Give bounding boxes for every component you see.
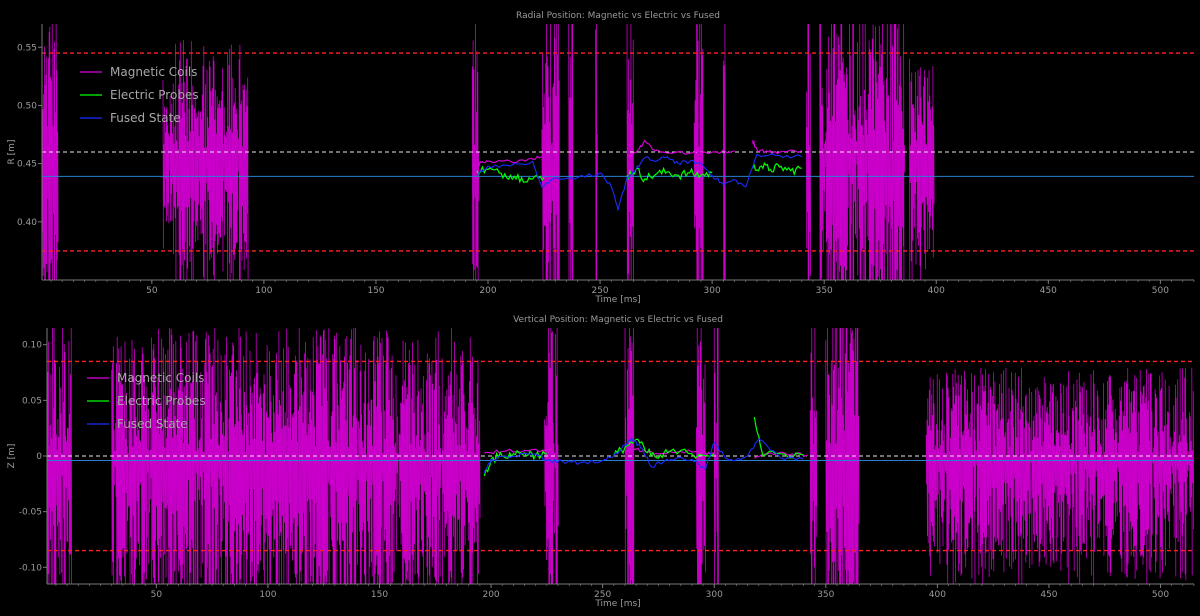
vertical-x-axis-label: Time [ms] bbox=[594, 599, 640, 609]
vertical-legend: Magnetic Coils Electric Probes Fused Sta… bbox=[87, 371, 206, 431]
x-tick-label-250: 250 bbox=[591, 286, 608, 296]
vertical-y-axis-label: Z [m] bbox=[7, 444, 17, 469]
x-tick-label-150: 150 bbox=[367, 286, 384, 296]
electric-series-segment-1 bbox=[613, 438, 715, 459]
vertical-plot-area: 50 100 150 200 250 300 350 400 450 500 0.10 0.05 0 -0… bbox=[19, 328, 1195, 600]
y-tick-label: 0.10 bbox=[22, 341, 42, 351]
y-tick-label: 0.40 bbox=[17, 218, 37, 228]
y-tick-label: 0.55 bbox=[17, 43, 37, 53]
legend-label-fused: Fused State bbox=[117, 417, 188, 431]
magnetic-series bbox=[476, 139, 803, 167]
fused-series-segment-0 bbox=[483, 436, 804, 473]
legend-label-fused: Fused State bbox=[110, 111, 181, 125]
electric-series-segment-0 bbox=[476, 165, 545, 184]
radial-x-axis-label: Time [ms] bbox=[594, 295, 640, 305]
x-tick-label-50: 50 bbox=[146, 286, 158, 296]
x-tick-label-200: 200 bbox=[479, 286, 496, 296]
y-tick-label: 0.50 bbox=[17, 101, 37, 111]
x-tick-label-150: 150 bbox=[371, 590, 388, 600]
y-tick-label: -0.10 bbox=[19, 563, 43, 573]
radial-legend: Magnetic Coils Electric Probes Fused Sta… bbox=[80, 65, 199, 125]
y-tick-label: 0.45 bbox=[17, 160, 37, 170]
vertical-chart-title: Vertical Position: Magnetic vs Electric … bbox=[513, 315, 723, 325]
x-tick-label-100: 100 bbox=[259, 590, 276, 600]
y-tick-label: -0.05 bbox=[19, 508, 42, 518]
y-tick-label: 0.05 bbox=[22, 396, 42, 406]
x-tick-label-400: 400 bbox=[929, 590, 946, 600]
electric-series-segment-2 bbox=[751, 161, 802, 176]
magnetic-series-segment-1 bbox=[624, 447, 715, 456]
x-tick-label-500: 500 bbox=[1152, 590, 1169, 600]
x-tick-label-100: 100 bbox=[255, 286, 272, 296]
x-tick-label-250: 250 bbox=[594, 590, 611, 600]
x-tick-label-200: 200 bbox=[482, 590, 499, 600]
x-tick-label-300: 300 bbox=[706, 590, 723, 600]
plot-content bbox=[47, 328, 1194, 584]
plot-content bbox=[42, 24, 1194, 280]
fused-series bbox=[483, 436, 804, 473]
magnetic-series-segment-0 bbox=[484, 448, 547, 455]
magnetic-series-segment-1 bbox=[626, 139, 735, 159]
magnetic-series-segment-2 bbox=[751, 140, 803, 155]
magnetic-series-segment-0 bbox=[476, 155, 543, 167]
x-tick-label-450: 450 bbox=[1040, 286, 1057, 296]
vertical-panel: Vertical Position: Magnetic vs Electric … bbox=[7, 315, 1195, 609]
x-tick-label-350: 350 bbox=[816, 286, 833, 296]
radial-y-axis-label: R [m] bbox=[7, 140, 17, 165]
x-tick-label-450: 450 bbox=[1040, 590, 1057, 600]
y-tick-label: 0 bbox=[36, 452, 42, 462]
fused-series-segment-0 bbox=[476, 153, 803, 211]
x-tick-label-350: 350 bbox=[817, 590, 834, 600]
x-tick-label-300: 300 bbox=[704, 286, 721, 296]
electric-series bbox=[476, 161, 802, 184]
radial-panel: Radial Position: Magnetic vs Electric vs… bbox=[7, 11, 1195, 305]
legend-label-magnetic: Magnetic Coils bbox=[110, 65, 197, 79]
x-tick-label-50: 50 bbox=[151, 590, 163, 600]
radial-plot-area: 50 100 150 200 250 300 350 400 450 500 0.40 0.45 0.5… bbox=[17, 24, 1195, 296]
electric-series-segment-1 bbox=[626, 166, 713, 183]
legend-label-electric: Electric Probes bbox=[117, 394, 206, 408]
fused-series bbox=[476, 153, 803, 211]
x-tick-label-400: 400 bbox=[928, 286, 945, 296]
legend-label-magnetic: Magnetic Coils bbox=[117, 371, 204, 385]
radial-chart-title: Radial Position: Magnetic vs Electric vs… bbox=[516, 11, 720, 21]
x-tick-label-500: 500 bbox=[1152, 286, 1169, 296]
legend-label-electric: Electric Probes bbox=[110, 88, 199, 102]
